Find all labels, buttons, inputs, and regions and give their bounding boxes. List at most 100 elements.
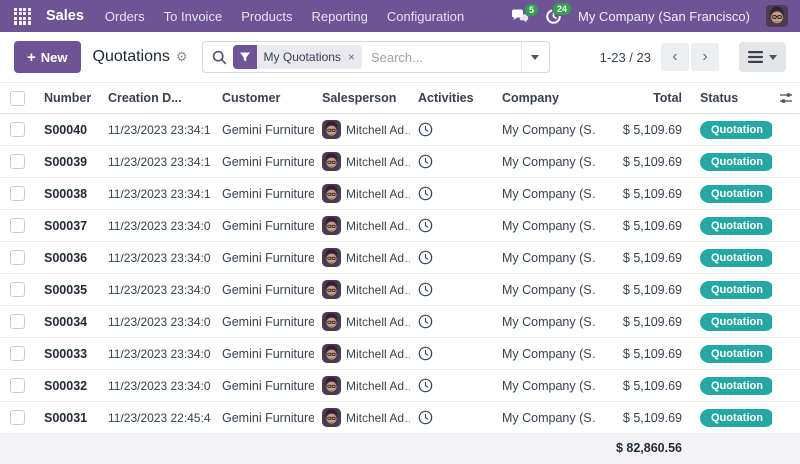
cell-company[interactable]: My Company (S… bbox=[502, 186, 596, 201]
select-all-checkbox[interactable] bbox=[0, 90, 36, 106]
cell-salesperson[interactable]: Mitchell Ad… bbox=[314, 216, 410, 235]
activity-clock-icon[interactable] bbox=[418, 154, 433, 169]
cell-total[interactable]: $ 5,109.69 bbox=[622, 218, 682, 233]
cell-number[interactable]: S00033 bbox=[44, 346, 88, 361]
cell-total[interactable]: $ 5,109.69 bbox=[622, 154, 682, 169]
cell-company[interactable]: My Company (S… bbox=[502, 410, 596, 425]
search-bar[interactable]: My Quotations × Search... bbox=[201, 41, 550, 73]
cell-total[interactable]: $ 5,109.69 bbox=[622, 410, 682, 425]
header-customer[interactable]: Customer bbox=[222, 91, 281, 105]
table-row[interactable]: S00035 11/23/2023 23:34:0 Gemini Furnitu… bbox=[0, 274, 800, 306]
cell-number[interactable]: S00036 bbox=[44, 250, 88, 265]
cell-salesperson[interactable]: Mitchell Ad… bbox=[314, 344, 410, 363]
app-name[interactable]: Sales bbox=[46, 8, 84, 24]
row-checkbox[interactable] bbox=[10, 250, 25, 265]
cell-total[interactable]: $ 5,109.69 bbox=[622, 282, 682, 297]
cell-salesperson[interactable]: Mitchell Ad… bbox=[314, 312, 410, 331]
table-row[interactable]: S00039 11/23/2023 23:34:1 Gemini Furnitu… bbox=[0, 146, 800, 178]
activity-clock-icon[interactable] bbox=[418, 250, 433, 265]
cell-salesperson[interactable]: Mitchell Ad… bbox=[314, 280, 410, 299]
cell-customer[interactable]: Gemini Furniture bbox=[222, 378, 314, 393]
new-button[interactable]: + New bbox=[14, 41, 81, 73]
cell-company[interactable]: My Company (S… bbox=[502, 346, 596, 361]
header-number[interactable]: Number bbox=[44, 91, 92, 105]
view-switcher-button[interactable] bbox=[739, 42, 786, 72]
activity-clock-icon[interactable] bbox=[418, 186, 433, 201]
cell-customer[interactable]: Gemini Furniture bbox=[222, 122, 314, 137]
activity-clock-icon[interactable] bbox=[418, 378, 433, 393]
row-checkbox[interactable] bbox=[10, 122, 25, 137]
table-row[interactable]: S00036 11/23/2023 23:34:0 Gemini Furnitu… bbox=[0, 242, 800, 274]
row-checkbox[interactable] bbox=[10, 410, 25, 425]
cell-salesperson[interactable]: Mitchell Ad… bbox=[314, 184, 410, 203]
cell-salesperson[interactable]: Mitchell Ad… bbox=[314, 376, 410, 395]
header-total[interactable]: Total bbox=[653, 91, 682, 105]
cell-creation-date[interactable]: 11/23/2023 23:34:1 bbox=[108, 186, 211, 201]
cell-company[interactable]: My Company (S… bbox=[502, 250, 596, 265]
activity-clock-icon[interactable] bbox=[418, 346, 433, 361]
menu-to-invoice[interactable]: To Invoice bbox=[163, 8, 223, 24]
cell-creation-date[interactable]: 11/23/2023 23:34:0 bbox=[108, 282, 211, 297]
activity-clock-icon[interactable] bbox=[418, 218, 433, 233]
cell-customer[interactable]: Gemini Furniture bbox=[222, 346, 314, 361]
cell-company[interactable]: My Company (S… bbox=[502, 314, 596, 329]
cell-customer[interactable]: Gemini Furniture bbox=[222, 218, 314, 233]
cell-creation-date[interactable]: 11/23/2023 23:34:1 bbox=[108, 122, 211, 137]
cell-customer[interactable]: Gemini Furniture bbox=[222, 314, 314, 329]
row-checkbox[interactable] bbox=[10, 346, 25, 361]
cell-number[interactable]: S00038 bbox=[44, 186, 88, 201]
cell-salesperson[interactable]: Mitchell Ad… bbox=[314, 120, 410, 139]
header-salesperson[interactable]: Salesperson bbox=[322, 91, 397, 105]
cell-number[interactable]: S00039 bbox=[44, 154, 88, 169]
cell-company[interactable]: My Company (S… bbox=[502, 154, 596, 169]
cell-total[interactable]: $ 5,109.69 bbox=[622, 346, 682, 361]
facet-remove-icon[interactable]: × bbox=[347, 50, 355, 64]
cell-creation-date[interactable]: 11/23/2023 23:34:0 bbox=[108, 314, 211, 329]
table-row[interactable]: S00032 11/23/2023 23:34:0 Gemini Furnitu… bbox=[0, 370, 800, 402]
activity-clock-icon[interactable] bbox=[418, 410, 433, 425]
cell-creation-date[interactable]: 11/23/2023 23:34:0 bbox=[108, 250, 211, 265]
row-checkbox[interactable] bbox=[10, 378, 25, 393]
activity-clock-icon[interactable] bbox=[418, 314, 433, 329]
gear-icon[interactable]: ⚙ bbox=[175, 49, 188, 64]
cell-creation-date[interactable]: 11/23/2023 22:45:4 bbox=[108, 410, 211, 425]
cell-creation-date[interactable]: 11/23/2023 23:34:0 bbox=[108, 218, 211, 233]
adjust-columns-button[interactable] bbox=[772, 90, 800, 106]
cell-total[interactable]: $ 5,109.69 bbox=[622, 122, 682, 137]
user-avatar[interactable] bbox=[766, 5, 788, 27]
row-checkbox[interactable] bbox=[10, 186, 25, 201]
cell-salesperson[interactable]: Mitchell Ad… bbox=[314, 152, 410, 171]
menu-reporting[interactable]: Reporting bbox=[311, 8, 368, 24]
table-row[interactable]: S00040 11/23/2023 23:34:1 Gemini Furnitu… bbox=[0, 114, 800, 146]
header-creation-date[interactable]: Creation D... bbox=[108, 91, 182, 105]
row-checkbox[interactable] bbox=[10, 314, 25, 329]
table-row[interactable]: S00038 11/23/2023 23:34:1 Gemini Furnitu… bbox=[0, 178, 800, 210]
cell-customer[interactable]: Gemini Furniture bbox=[222, 410, 314, 425]
company-switcher[interactable]: My Company (San Francisco) bbox=[578, 8, 750, 24]
cell-total[interactable]: $ 5,109.69 bbox=[622, 186, 682, 201]
cell-number[interactable]: S00040 bbox=[44, 122, 88, 137]
activities-systray-icon[interactable]: 24 bbox=[545, 1, 573, 25]
table-row[interactable]: S00031 11/23/2023 22:45:4 Gemini Furnitu… bbox=[0, 402, 800, 434]
row-checkbox[interactable] bbox=[10, 282, 25, 297]
activity-clock-icon[interactable] bbox=[418, 122, 433, 137]
cell-number[interactable]: S00032 bbox=[44, 378, 88, 393]
cell-total[interactable]: $ 5,109.69 bbox=[622, 378, 682, 393]
filter-funnel-icon[interactable] bbox=[232, 45, 257, 69]
cell-customer[interactable]: Gemini Furniture bbox=[222, 154, 314, 169]
cell-company[interactable]: My Company (S… bbox=[502, 282, 596, 297]
cell-number[interactable]: S00031 bbox=[44, 410, 88, 425]
cell-total[interactable]: $ 5,109.69 bbox=[622, 314, 682, 329]
cell-salesperson[interactable]: Mitchell Ad… bbox=[314, 248, 410, 267]
cell-customer[interactable]: Gemini Furniture bbox=[222, 186, 314, 201]
cell-total[interactable]: $ 5,109.69 bbox=[622, 250, 682, 265]
table-row[interactable]: S00034 11/23/2023 23:34:0 Gemini Furnitu… bbox=[0, 306, 800, 338]
apps-menu-icon[interactable] bbox=[14, 7, 31, 25]
header-company[interactable]: Company bbox=[502, 91, 559, 105]
activity-clock-icon[interactable] bbox=[418, 282, 433, 297]
cell-number[interactable]: S00037 bbox=[44, 218, 88, 233]
search-dropdown-toggle[interactable] bbox=[520, 42, 549, 72]
header-activities[interactable]: Activities bbox=[418, 91, 474, 105]
cell-company[interactable]: My Company (S… bbox=[502, 218, 596, 233]
cell-creation-date[interactable]: 11/23/2023 23:34:0 bbox=[108, 346, 211, 361]
